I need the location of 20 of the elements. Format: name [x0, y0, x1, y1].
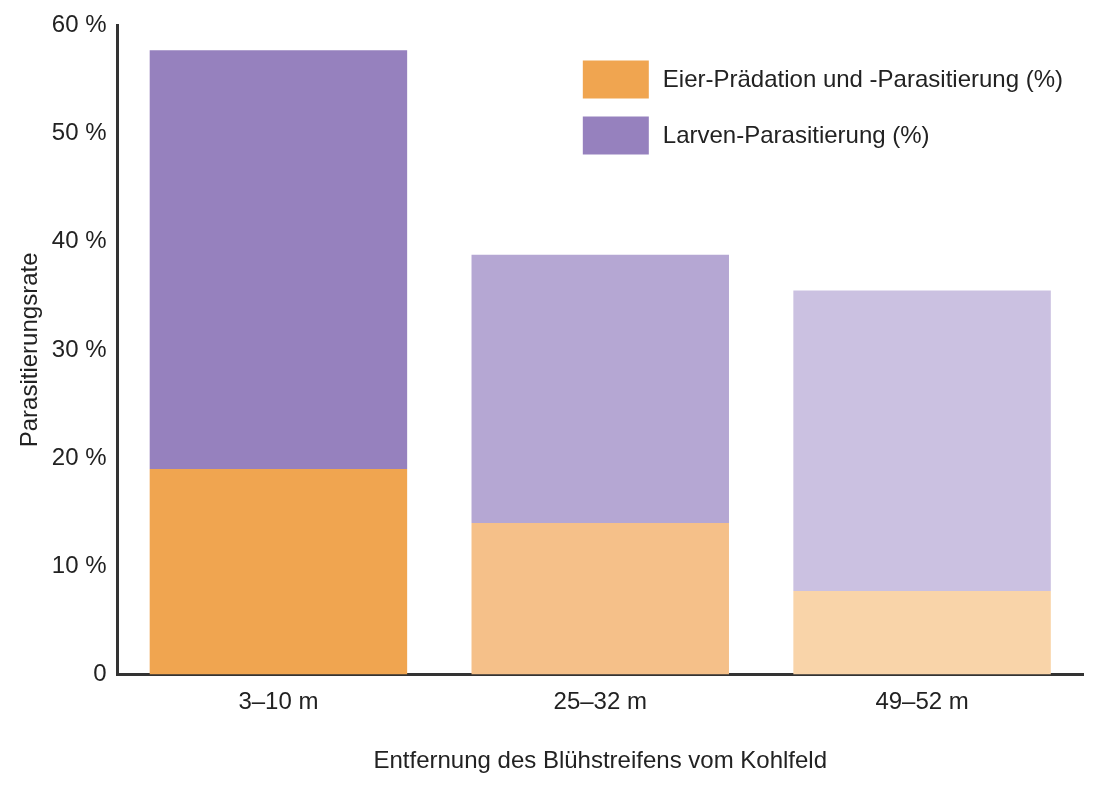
x-tick-label: 49–52 m	[875, 687, 969, 715]
x-tick-label: 25–32 m	[553, 687, 647, 715]
legend-label: Eier-Prädation und -Parasitierung (%)	[662, 65, 1063, 93]
bar	[149, 468, 408, 675]
y-tick-label: 0	[93, 659, 107, 687]
legend-label: Larven-Parasitierung (%)	[662, 121, 930, 149]
y-tick-label: 50 %	[51, 118, 107, 146]
x-tick-label: 3–10 m	[238, 687, 319, 715]
bar	[471, 254, 729, 523]
y-tick-label: 10 %	[51, 550, 107, 578]
y-tick-label: 60 %	[51, 10, 107, 38]
y-axis-title: Parasitierungsrate	[15, 252, 43, 448]
y-tick-label: 20 %	[51, 442, 107, 470]
y-tick-label: 40 %	[51, 226, 107, 254]
y-tick-label: 30 %	[51, 334, 107, 362]
bar	[471, 522, 729, 675]
bar	[793, 290, 1051, 592]
bar	[149, 50, 408, 469]
bar	[793, 591, 1051, 675]
x-axis-title: Entfernung des Blühstreifens vom Kohlfeld	[373, 746, 828, 774]
